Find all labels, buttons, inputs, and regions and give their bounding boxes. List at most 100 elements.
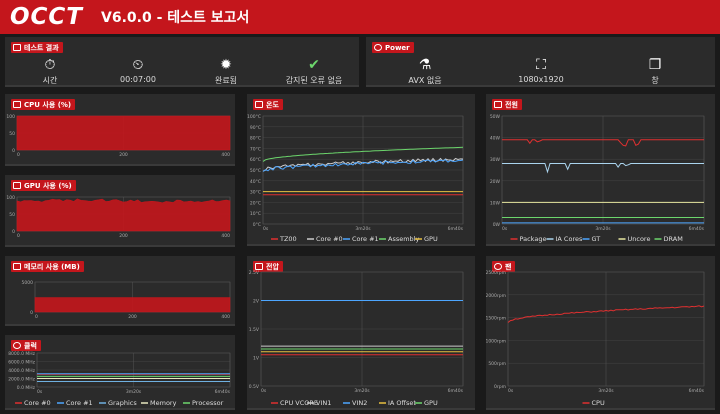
cpu-usage-tag: CPU 사용 (%) (11, 99, 76, 110)
x-tick-label: 3m20s (595, 226, 611, 232)
y-tick-label: 50 (9, 131, 15, 137)
plug-icon (494, 101, 502, 108)
thermometer-icon (255, 101, 263, 108)
power-settings-panel: Power ⚗ AVX 없음 ⛶ 1080x1920 ❐ 창 (366, 37, 715, 87)
clock-panel: 클럭 8000.0 MHz 6000.0 MHz 4000.0 MHz 2000.0 … (5, 335, 235, 410)
table-icon (13, 44, 21, 51)
x-tick-label: 6m40s (689, 388, 705, 394)
y-tick-label: 50W (490, 114, 501, 120)
plot-frame (507, 271, 705, 387)
y-tick-label: 1V (253, 356, 260, 362)
legend-label: Core #0 (316, 235, 343, 243)
stat-window: ❐ 창 (610, 55, 700, 86)
gpu-icon (13, 182, 21, 189)
series-line-package (502, 139, 704, 147)
fan-tag: 팬 (492, 261, 516, 272)
expand-icon: ⛶ (536, 57, 546, 73)
y-tick-label: 80°C (250, 136, 261, 142)
series-line-assembly (262, 146, 464, 162)
power-icon (374, 44, 382, 51)
temperature-chart: 100°C 90°C 80°C 70°C 60°C 50°C 40°C 30°C 20°C 10°… (247, 114, 464, 243)
legend-label: Assembly (388, 235, 419, 243)
legend-label: VIN1 (316, 399, 331, 407)
y-tick-label: 10°C (250, 211, 261, 217)
occt-logo: OCCT (10, 4, 83, 30)
y-tick-label: 2500rpm (486, 270, 506, 276)
voltage-panel: 전압 2.5V 2V 1.5V 1V 0.5V 0s 3m20s 6m40s CPU VCORE… (247, 256, 475, 410)
windows-icon: ❐ (648, 57, 662, 73)
legend-label: IA Cores (556, 235, 583, 243)
x-tick-label: 200 (128, 314, 137, 320)
fan-icon (494, 263, 502, 270)
y-tick-label: 2000.0 MHz (8, 377, 35, 383)
legend-label: Core #1 (66, 399, 93, 407)
x-tick-label: 0s (508, 388, 514, 394)
x-tick-label: 200 (119, 152, 128, 158)
app-header: OCCT V6.0.0 - 테스트 보고서 (0, 0, 720, 34)
stat-complete: ✹ 완료됨 (181, 55, 271, 86)
plot-frame (501, 115, 705, 225)
stopwatch-icon: ⏱ (44, 57, 56, 73)
cpu-usage-chart: 100 50 00 200 400 (6, 114, 231, 158)
y-tick-label: 5000 (22, 280, 34, 286)
y-tick-label: 0 (12, 148, 15, 154)
y-tick-label: 70°C (250, 146, 261, 152)
voltage-tag: 전압 (253, 261, 283, 272)
legend-label: IA Offset (388, 399, 416, 407)
cpu-usage-panel: CPU 사용 (%) 100 50 0 0 200 400 (5, 94, 235, 166)
legend-label: DRAM (664, 235, 683, 243)
legend-label: Processor (192, 399, 224, 407)
y-tick-label: 30°C (250, 190, 261, 196)
y-tick-label: 500rpm (488, 361, 506, 367)
legend-label: VIN2 (352, 399, 367, 407)
x-tick-label: 400 (221, 152, 230, 158)
y-tick-label: 1.5V (249, 327, 260, 333)
y-tick-label: 0 (30, 310, 33, 316)
x-tick-label: 6m40s (448, 226, 464, 232)
legend-label: CPU (592, 399, 605, 407)
legend-label: Uncore (628, 235, 651, 243)
y-tick-label: 1000rpm (486, 338, 506, 344)
y-tick-label: 0rpm (494, 384, 506, 390)
clock-chart: 8000.0 MHz 6000.0 MHz 4000.0 MHz 2000.0 MHz… (8, 351, 230, 407)
x-tick-label: 3m20s (355, 226, 371, 232)
gpu-usage-tag: GPU 사용 (%) (11, 180, 76, 191)
y-tick-label: 40W (490, 136, 501, 142)
legend-label: CPU VCORE (280, 399, 318, 407)
y-tick-label: 50 (9, 212, 15, 218)
y-tick-label: 2.5V (249, 270, 260, 276)
y-tick-label: 0°C (253, 222, 261, 228)
x-tick-label: 0 (35, 314, 38, 320)
gpu-usage-chart: 100 50 00 200 400 (6, 195, 231, 239)
y-tick-label: 0 (12, 229, 15, 235)
chip-icon (13, 101, 21, 108)
y-tick-label: 20W (490, 179, 501, 185)
legend-label: Memory (150, 399, 177, 407)
y-tick-label: 0.0 MHz (17, 385, 36, 391)
y-tick-label: 60°C (250, 157, 261, 163)
legend-label: GPU (424, 399, 438, 407)
fan-chart: 2500rpm 2000rpm 1500rpm 1000rpm 500rpm 0rpm0s… (486, 270, 705, 407)
fan-panel: 팬 2500rpm 2000rpm 1500rpm 1000rpm 500rpm 0rpm… (486, 256, 715, 410)
x-tick-label: 0s (261, 388, 267, 394)
x-tick-label: 3m20s (354, 388, 370, 394)
power-panel: 전원 50W 40W 30W 20W 10W 0W 0s 3m20s 6m40s Package I… (486, 94, 715, 246)
x-tick-label: 0 (17, 152, 20, 158)
check-circle-icon: ✔ (308, 57, 320, 73)
legend-label: Core #1 (352, 235, 379, 243)
test-result-tag: 테스트 결과 (11, 42, 63, 53)
y-tick-label: 100°C (247, 114, 261, 120)
y-tick-label: 90°C (250, 125, 261, 131)
series-line-ia-cores (502, 163, 704, 174)
gpu-usage-panel: GPU 사용 (%) 100 50 0 0 200 400 (5, 175, 235, 247)
memory-usage-panel: 메모리 사용 (MB) 5000 0 0 200 400 (5, 256, 235, 326)
series-line-core-1 (262, 159, 464, 172)
stat-duration: ⏲ 00:07:00 (93, 55, 183, 84)
flask-icon: ⚗ (418, 57, 432, 73)
y-tick-label: 8000.0 MHz (8, 351, 35, 357)
memory-usage-chart: 5000 00 200 400 (22, 280, 231, 320)
x-tick-label: 6m40s (689, 226, 705, 232)
gauge-icon (13, 342, 21, 349)
y-tick-label: 30W (490, 157, 501, 163)
